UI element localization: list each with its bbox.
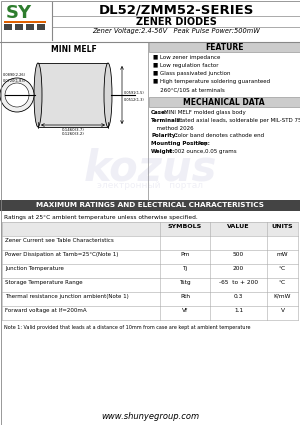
Bar xyxy=(149,42,300,52)
Text: Case:: Case: xyxy=(151,110,168,115)
Text: °C: °C xyxy=(279,266,286,271)
Text: 0.1460(3.7): 0.1460(3.7) xyxy=(61,128,84,132)
Text: MAXIMUM RATINGS AND ELECTRICAL CHARACTERISTICS: MAXIMUM RATINGS AND ELECTRICAL CHARACTER… xyxy=(36,201,264,207)
Bar xyxy=(4,24,12,30)
Text: Rth: Rth xyxy=(180,294,190,299)
Ellipse shape xyxy=(34,63,42,127)
Text: SYMBOLS: SYMBOLS xyxy=(168,224,202,229)
Bar xyxy=(15,24,23,30)
Text: Zener Current see Table Characteristics: Zener Current see Table Characteristics xyxy=(5,238,114,243)
Text: ■ Low zener impedance: ■ Low zener impedance xyxy=(153,55,220,60)
Circle shape xyxy=(5,83,29,107)
Text: 200: 200 xyxy=(233,266,244,271)
Text: kozus: kozus xyxy=(83,147,217,189)
Text: DL52/ZMM52-SERIES: DL52/ZMM52-SERIES xyxy=(98,3,254,16)
Text: электронный   портал: электронный портал xyxy=(97,181,203,190)
Bar xyxy=(38,63,108,127)
Text: Polarity:: Polarity: xyxy=(151,133,178,138)
Text: 0.0720(1.83): 0.0720(1.83) xyxy=(3,79,26,83)
Bar xyxy=(4,20,46,23)
Text: MINI MELF molded glass body: MINI MELF molded glass body xyxy=(164,110,246,115)
Text: Storage Temperature Range: Storage Temperature Range xyxy=(5,280,82,285)
Text: ■ Low regulation factor: ■ Low regulation factor xyxy=(153,63,218,68)
Text: Any: Any xyxy=(198,141,208,146)
Text: mW: mW xyxy=(277,252,288,257)
Bar xyxy=(2,278,298,292)
Text: ■ High temperature soldering guaranteed: ■ High temperature soldering guaranteed xyxy=(153,79,270,84)
Text: °C: °C xyxy=(279,280,286,285)
Circle shape xyxy=(0,78,34,112)
Text: 260°C/10S at terminals: 260°C/10S at terminals xyxy=(155,87,225,92)
Text: 0.0890(2.26): 0.0890(2.26) xyxy=(3,73,26,77)
Text: 1.1: 1.1 xyxy=(234,308,243,313)
Text: Terminals:: Terminals: xyxy=(151,118,183,123)
Text: VALUE: VALUE xyxy=(227,224,250,229)
Text: www.shunyegroup.com: www.shunyegroup.com xyxy=(101,412,199,421)
Text: Pm: Pm xyxy=(180,252,190,257)
Text: Power Dissipation at Tamb=25°C(Note 1): Power Dissipation at Tamb=25°C(Note 1) xyxy=(5,252,118,257)
Text: ZENER DIODES: ZENER DIODES xyxy=(136,17,216,27)
Text: Zener Voltage:2.4-56V   Peak Pulse Power:500mW: Zener Voltage:2.4-56V Peak Pulse Power:5… xyxy=(92,28,260,34)
Text: K/mW: K/mW xyxy=(274,294,291,299)
Bar xyxy=(2,236,298,250)
Text: V: V xyxy=(280,308,284,313)
Bar xyxy=(26,24,34,30)
Bar xyxy=(2,306,298,320)
Text: Plated axial leads, solderable per MIL-STD 750,: Plated axial leads, solderable per MIL-S… xyxy=(177,118,300,123)
Text: 0.002 ounce,0.05 grams: 0.002 ounce,0.05 grams xyxy=(169,149,237,154)
Text: -65  to + 200: -65 to + 200 xyxy=(219,280,258,285)
Text: Color band denotes cathode end: Color band denotes cathode end xyxy=(174,133,265,138)
Text: ■ Glass passivated junction: ■ Glass passivated junction xyxy=(153,71,230,76)
Text: method 2026: method 2026 xyxy=(153,126,194,131)
Text: Vf: Vf xyxy=(182,308,188,313)
Text: FEATURE: FEATURE xyxy=(205,43,243,52)
Text: Forward voltage at If=200mA: Forward voltage at If=200mA xyxy=(5,308,87,313)
Bar xyxy=(149,97,300,107)
Text: UNITS: UNITS xyxy=(272,224,293,229)
Text: Thermal resistance junction ambient(Note 1): Thermal resistance junction ambient(Note… xyxy=(5,294,129,299)
Text: Weight:: Weight: xyxy=(151,149,176,154)
Text: 0.3: 0.3 xyxy=(234,294,243,299)
Ellipse shape xyxy=(104,63,112,127)
Text: Ratings at 25°C ambient temperature unless otherwise specified.: Ratings at 25°C ambient temperature unle… xyxy=(4,215,198,220)
Bar xyxy=(0,200,300,211)
Text: Tj: Tj xyxy=(182,266,188,271)
Text: 0.0512(1.3): 0.0512(1.3) xyxy=(124,98,145,102)
Text: Note 1: Valid provided that leads at a distance of 10mm from case are kept at am: Note 1: Valid provided that leads at a d… xyxy=(4,325,250,330)
Bar xyxy=(2,222,298,236)
Bar xyxy=(2,250,298,264)
Text: Junction Temperature: Junction Temperature xyxy=(5,266,64,271)
Bar xyxy=(37,24,45,30)
Text: 0.0591(1.5): 0.0591(1.5) xyxy=(124,91,145,95)
Text: 0.1260(3.2): 0.1260(3.2) xyxy=(61,132,84,136)
Text: Tstg: Tstg xyxy=(179,280,191,285)
Text: MINI MELF: MINI MELF xyxy=(51,45,97,54)
Text: MECHANICAL DATA: MECHANICAL DATA xyxy=(183,98,265,107)
Text: 500: 500 xyxy=(233,252,244,257)
Bar xyxy=(2,292,298,306)
Bar xyxy=(2,264,298,278)
Text: SY: SY xyxy=(6,4,32,22)
Text: Mounting Position:: Mounting Position: xyxy=(151,141,210,146)
